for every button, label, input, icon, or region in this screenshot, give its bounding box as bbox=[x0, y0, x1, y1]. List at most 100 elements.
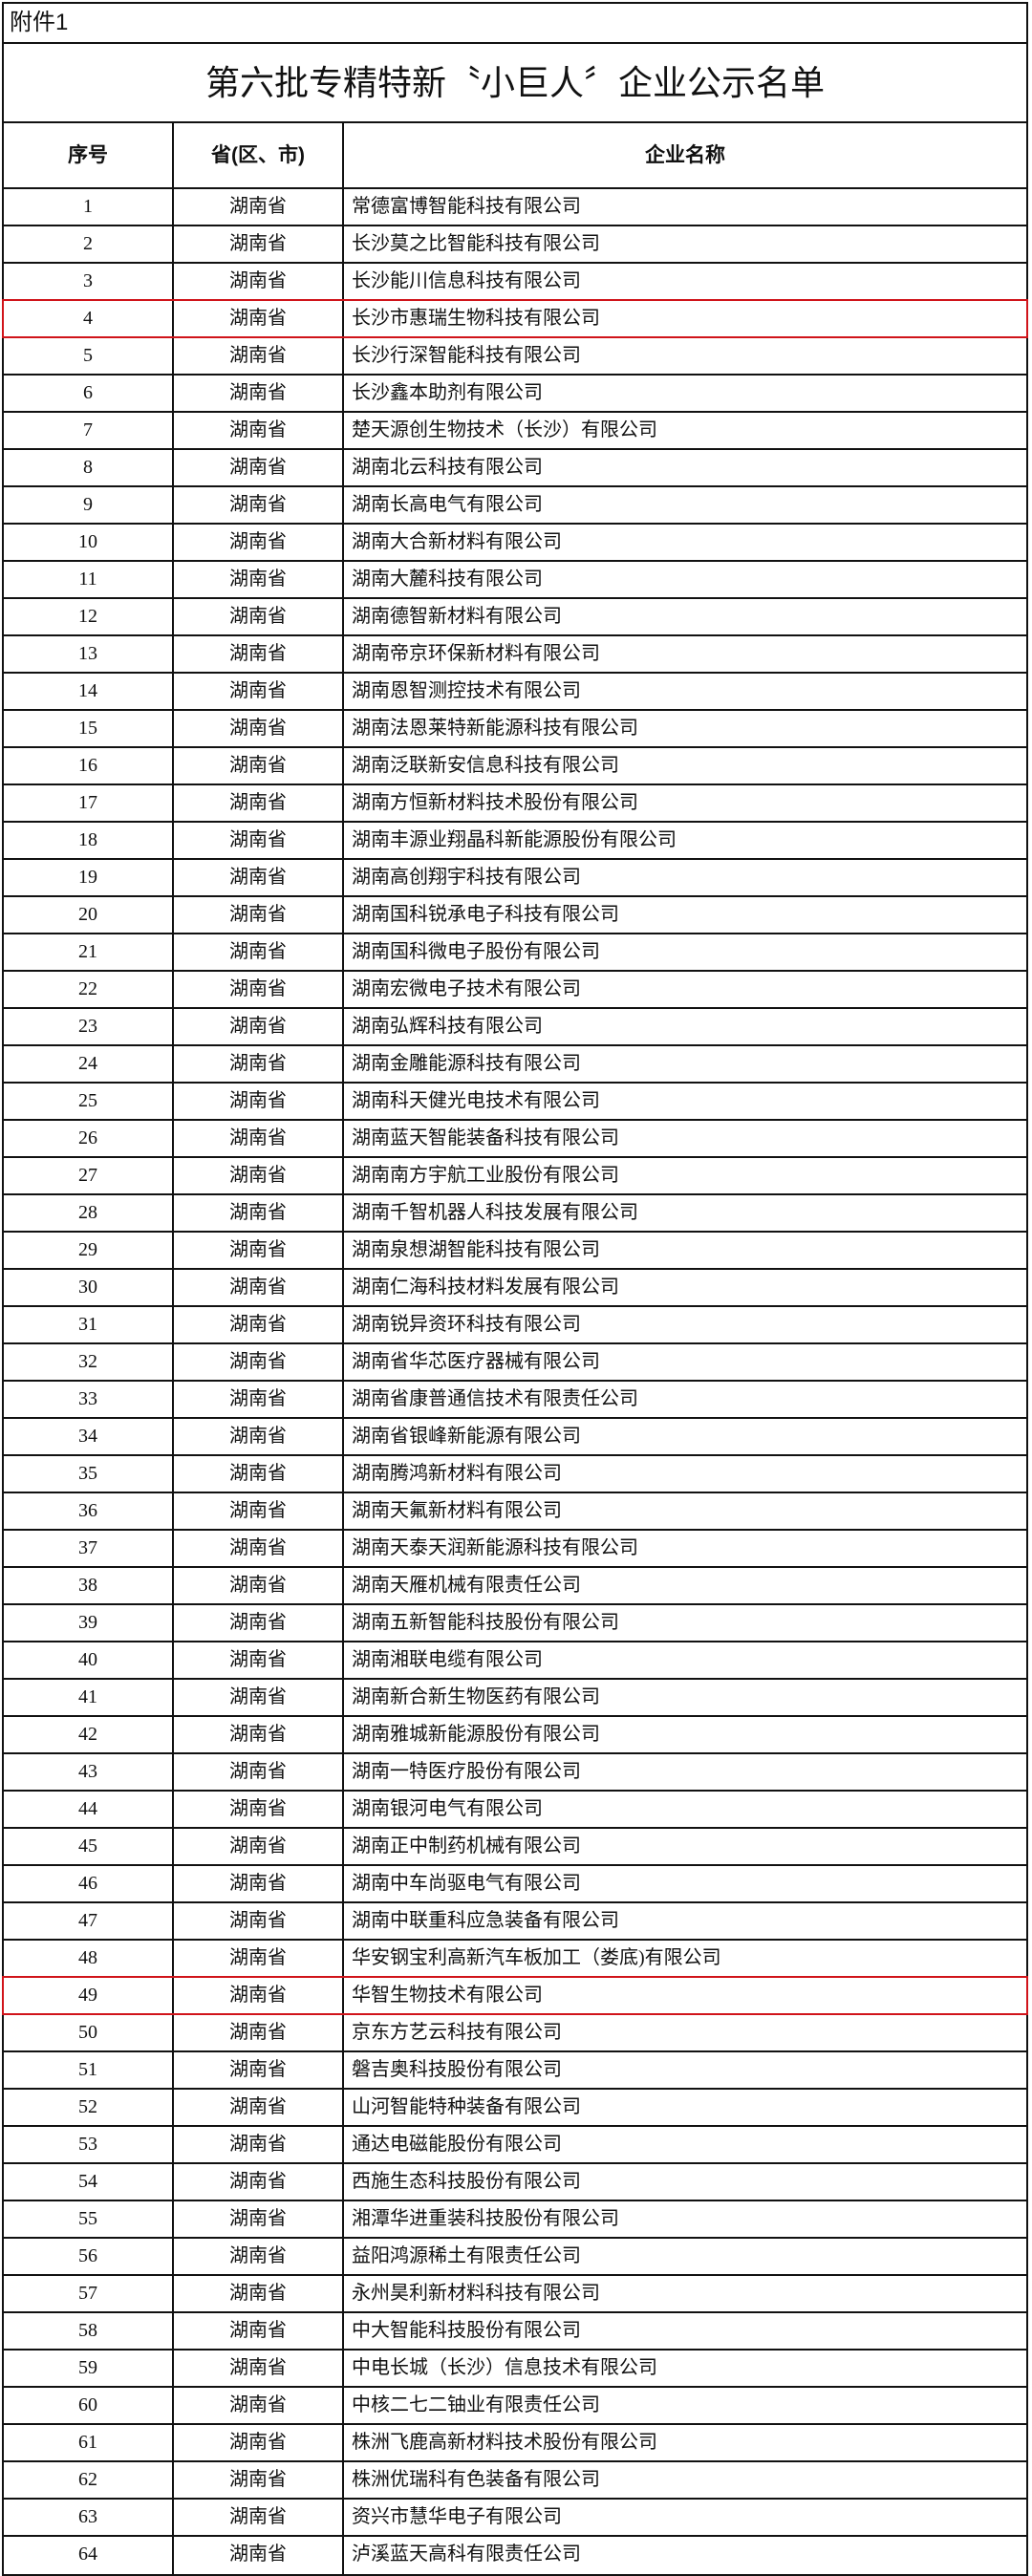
serial-number-cell: 56 bbox=[4, 2239, 174, 2274]
table-row: 43 湖南省 湖南一特医疗股份有限公司 bbox=[4, 1754, 1026, 1792]
table-row: 14 湖南省 湖南恩智测控技术有限公司 bbox=[4, 674, 1026, 711]
company-name-cell: 湖南腾鸿新材料有限公司 bbox=[352, 1463, 562, 1484]
company-name-cell: 常德富博智能科技有限公司 bbox=[352, 196, 581, 217]
serial-number-cell: 64 bbox=[4, 2537, 174, 2574]
province-cell: 湖南省 bbox=[174, 1121, 344, 1156]
serial-number-cell: 40 bbox=[4, 1642, 174, 1678]
serial-number-cell: 5 bbox=[4, 338, 174, 374]
serial-number-cell: 44 bbox=[4, 1792, 174, 1827]
company-name-cell: 泸溪蓝天高科有限责任公司 bbox=[352, 2544, 581, 2565]
serial-number-cell: 12 bbox=[4, 599, 174, 634]
province-cell: 湖南省 bbox=[174, 226, 344, 262]
province-cell: 湖南省 bbox=[174, 860, 344, 895]
table-row: 55 湖南省 湘潭华进重装科技股份有限公司 bbox=[4, 2201, 1026, 2239]
table-row: 7 湖南省 楚天源创生物技术（长沙）有限公司 bbox=[4, 413, 1026, 450]
table-row: 57 湖南省 永州昊利新材料科技有限公司 bbox=[4, 2276, 1026, 2313]
serial-number-cell: 17 bbox=[4, 785, 174, 821]
serial-number-cell: 8 bbox=[4, 450, 174, 485]
province-cell: 湖南省 bbox=[174, 376, 344, 411]
company-name-cell: 湘潭华进重装科技股份有限公司 bbox=[352, 2208, 619, 2229]
province-cell: 湖南省 bbox=[174, 972, 344, 1007]
province-cell: 湖南省 bbox=[174, 2388, 344, 2423]
company-name-cell: 湖南新合新生物医药有限公司 bbox=[352, 1686, 600, 1707]
table-row: 18 湖南省 湖南丰源业翔晶科新能源股份有限公司 bbox=[4, 823, 1026, 860]
company-name-cell: 湖南银河电气有限公司 bbox=[352, 1798, 543, 1819]
province-cell: 湖南省 bbox=[174, 2462, 344, 2498]
company-name-cell: 长沙能川信息科技有限公司 bbox=[352, 270, 581, 291]
company-name-cell: 湖南天氟新材料有限公司 bbox=[352, 1500, 562, 1521]
province-cell: 湖南省 bbox=[174, 487, 344, 523]
header-province: 省(区、市) bbox=[174, 123, 344, 187]
province-cell: 湖南省 bbox=[174, 189, 344, 225]
province-cell: 湖南省 bbox=[174, 2313, 344, 2349]
table-body: 1 湖南省 常德富博智能科技有限公司 2 湖南省 长沙莫之比智能科技有限公司 3 湖南省 长沙能… bbox=[2, 189, 1028, 2574]
serial-number-cell: 49 bbox=[4, 1978, 174, 2013]
province-cell: 湖南省 bbox=[174, 2090, 344, 2125]
province-cell: 湖南省 bbox=[174, 525, 344, 560]
table-row: 60 湖南省 中核二七二铀业有限责任公司 bbox=[4, 2388, 1026, 2425]
table-row: 30 湖南省 湖南仁海科技材料发展有限公司 bbox=[4, 1270, 1026, 1307]
company-name-cell: 湖南大合新材料有限公司 bbox=[352, 531, 562, 552]
company-name-cell: 湖南中联重科应急装备有限公司 bbox=[352, 1910, 619, 1931]
serial-number-cell: 25 bbox=[4, 1084, 174, 1119]
serial-number-cell: 30 bbox=[4, 1270, 174, 1305]
serial-number-cell: 33 bbox=[4, 1382, 174, 1417]
company-name-cell: 湖南省华芯医疗器械有限公司 bbox=[352, 1351, 600, 1372]
province-cell: 湖南省 bbox=[174, 934, 344, 970]
serial-number-cell: 42 bbox=[4, 1717, 174, 1752]
company-name-cell: 湖南国科微电子股份有限公司 bbox=[352, 941, 600, 962]
province-cell: 湖南省 bbox=[174, 1754, 344, 1790]
company-name-cell: 通达电磁能股份有限公司 bbox=[352, 2134, 562, 2155]
serial-number-cell: 62 bbox=[4, 2462, 174, 2498]
table-row: 61 湖南省 株洲飞鹿高新材料技术股份有限公司 bbox=[4, 2425, 1026, 2462]
serial-number-cell: 28 bbox=[4, 1195, 174, 1231]
table-row: 32 湖南省 湖南省华芯医疗器械有限公司 bbox=[4, 1344, 1026, 1382]
company-name-cell: 湖南中车尚驱电气有限公司 bbox=[352, 1873, 581, 1894]
company-name-cell: 西施生态科技股份有限公司 bbox=[352, 2171, 581, 2192]
serial-number-cell: 14 bbox=[4, 674, 174, 709]
company-name-cell: 湖南雅城新能源股份有限公司 bbox=[352, 1724, 600, 1745]
province-cell: 湖南省 bbox=[174, 1382, 344, 1417]
province-cell: 湖南省 bbox=[174, 1568, 344, 1603]
table-row: 45 湖南省 湖南正中制药机械有限公司 bbox=[4, 1829, 1026, 1866]
table-row: 62 湖南省 株洲优瑞科有色装备有限公司 bbox=[4, 2462, 1026, 2500]
table-row: 26 湖南省 湖南蓝天智能装备科技有限公司 bbox=[4, 1121, 1026, 1158]
company-name-cell: 湖南帝京环保新材料有限公司 bbox=[352, 643, 600, 664]
serial-number-cell: 19 bbox=[4, 860, 174, 895]
table-row: 17 湖南省 湖南方恒新材料技术股份有限公司 bbox=[4, 785, 1026, 823]
company-name-cell: 湖南南方宇航工业股份有限公司 bbox=[352, 1165, 619, 1186]
serial-number-cell: 35 bbox=[4, 1456, 174, 1492]
company-name-cell: 益阳鸿源稀土有限责任公司 bbox=[352, 2245, 581, 2266]
serial-number-cell: 24 bbox=[4, 1046, 174, 1082]
province-cell: 湖南省 bbox=[174, 2500, 344, 2535]
company-name-cell: 楚天源创生物技术（长沙）有限公司 bbox=[352, 419, 657, 440]
table-row: 23 湖南省 湖南弘辉科技有限公司 bbox=[4, 1009, 1026, 1046]
serial-number-cell: 51 bbox=[4, 2052, 174, 2088]
province-cell: 湖南省 bbox=[174, 1456, 344, 1492]
province-cell: 湖南省 bbox=[174, 1270, 344, 1305]
serial-number-cell: 48 bbox=[4, 1941, 174, 1976]
company-name-cell: 湖南天泰天润新能源科技有限公司 bbox=[352, 1537, 638, 1558]
table-row: 12 湖南省 湖南德智新材料有限公司 bbox=[4, 599, 1026, 636]
province-cell: 湖南省 bbox=[174, 897, 344, 933]
company-name-cell: 湖南北云科技有限公司 bbox=[352, 457, 543, 478]
province-cell: 湖南省 bbox=[174, 1903, 344, 1939]
province-cell: 湖南省 bbox=[174, 823, 344, 858]
company-name-cell: 湖南大麓科技有限公司 bbox=[352, 569, 543, 590]
province-cell: 湖南省 bbox=[174, 2425, 344, 2460]
serial-number-cell: 55 bbox=[4, 2201, 174, 2237]
serial-number-cell: 58 bbox=[4, 2313, 174, 2349]
table-header-row: 序号 省(区、市) 企业名称 bbox=[4, 123, 1026, 189]
province-cell: 湖南省 bbox=[174, 1642, 344, 1678]
company-name-cell: 资兴市慧华电子有限公司 bbox=[352, 2506, 562, 2527]
province-cell: 湖南省 bbox=[174, 1680, 344, 1715]
company-name-cell: 长沙鑫本助剂有限公司 bbox=[352, 382, 543, 403]
company-name-cell: 湖南法恩莱特新能源科技有限公司 bbox=[352, 718, 638, 739]
serial-number-cell: 43 bbox=[4, 1754, 174, 1790]
serial-number-cell: 6 bbox=[4, 376, 174, 411]
company-name-cell: 湖南湘联电缆有限公司 bbox=[352, 1649, 543, 1670]
table-row: 63 湖南省 资兴市慧华电子有限公司 bbox=[4, 2500, 1026, 2537]
province-cell: 湖南省 bbox=[174, 636, 344, 672]
province-cell: 湖南省 bbox=[174, 264, 344, 299]
